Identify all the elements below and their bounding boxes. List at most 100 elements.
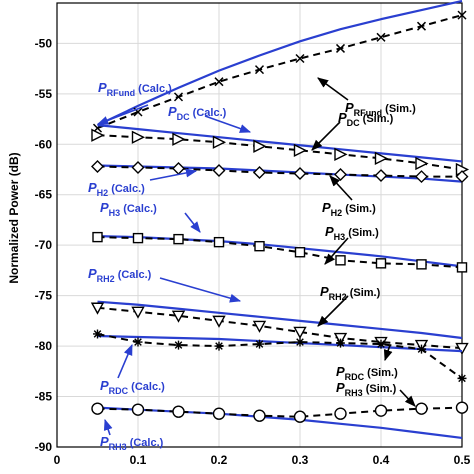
series-6-calc bbox=[97, 235, 463, 268]
label-h2-sim: PH2 (Sim.) bbox=[322, 200, 376, 218]
y-tick-label-1: -85 bbox=[35, 390, 53, 404]
series-13-point-3 bbox=[212, 407, 226, 420]
series-7-point-5 bbox=[294, 247, 306, 258]
y-tick-label-0: -90 bbox=[35, 440, 53, 454]
arrow-rh3-calc bbox=[103, 418, 113, 436]
series-9-point-1 bbox=[131, 306, 145, 319]
series-0-line bbox=[97, 0, 463, 127]
series-layer bbox=[90, 0, 470, 440]
series-5-point-5 bbox=[293, 167, 307, 181]
series-9-point-0 bbox=[90, 302, 105, 315]
series-5-point-8 bbox=[415, 170, 428, 184]
series-11-point-9 bbox=[457, 373, 467, 383]
series-7-point-7 bbox=[375, 258, 387, 269]
series-3-point-6 bbox=[334, 147, 348, 161]
series-1-point-6 bbox=[335, 43, 346, 53]
arrow-h3-calc bbox=[184, 212, 201, 233]
label-rh2-sim: PRH2 (Sim.) bbox=[320, 284, 381, 302]
series-7-point-3 bbox=[213, 236, 225, 248]
series-13-point-1 bbox=[131, 403, 145, 416]
series-1-point-5 bbox=[295, 53, 305, 64]
arrow-h3-sim bbox=[324, 237, 349, 265]
y-tick-label-4: -70 bbox=[35, 238, 53, 252]
series-7-line bbox=[97, 236, 463, 269]
y-tick-label-3: -75 bbox=[35, 289, 53, 303]
x-tick-label-4: 0.4 bbox=[373, 453, 390, 467]
series-7-sim bbox=[92, 231, 468, 273]
series-10-calc bbox=[97, 334, 463, 353]
arrow-dc-sim bbox=[311, 121, 341, 151]
series-9-point-4 bbox=[252, 320, 267, 333]
series-11-point-1 bbox=[133, 337, 143, 347]
series-11-point-0 bbox=[93, 329, 102, 339]
series-1-point-2 bbox=[173, 92, 184, 102]
series-5-point-7 bbox=[374, 169, 388, 183]
series-7-point-9 bbox=[456, 262, 468, 273]
series-3-point-7 bbox=[374, 151, 389, 166]
series-13-sim bbox=[91, 401, 469, 423]
label-rh2-calc: PRH2 (Calc.) bbox=[88, 266, 152, 284]
series-11-point-7 bbox=[376, 339, 386, 349]
series-7-point-6 bbox=[335, 255, 346, 266]
arrow-rfund-calc bbox=[96, 104, 149, 125]
series-7-point-8 bbox=[416, 259, 427, 270]
series-11-point-5 bbox=[295, 337, 305, 347]
arrow-h2-calc bbox=[149, 168, 198, 181]
series-3-point-3 bbox=[212, 135, 227, 149]
series-5-point-1 bbox=[131, 160, 145, 174]
tick-labels: 0 0.1 0.2 0.3 0.4 0.5 -90 -85 -80 -75 -70 -65 -60 -55… bbox=[35, 36, 471, 467]
label-h3-calc: PH3 (Calc.) bbox=[100, 200, 157, 218]
series-10-line bbox=[97, 334, 463, 353]
series-13-point-6 bbox=[334, 407, 347, 420]
label-rdc-calc: PRDC (Calc.) bbox=[100, 378, 165, 396]
y-tick-label-5: -65 bbox=[35, 188, 53, 202]
series-5-point-4 bbox=[253, 166, 266, 180]
series-11-point-6 bbox=[336, 338, 345, 348]
series-8-calc bbox=[97, 300, 463, 340]
series-5-point-6 bbox=[334, 168, 347, 182]
series-13-point-9 bbox=[455, 401, 469, 414]
series-3-sim bbox=[91, 128, 470, 177]
series-3-point-2 bbox=[172, 132, 186, 146]
series-13-line bbox=[97, 406, 463, 418]
series-11-point-8 bbox=[417, 344, 426, 354]
arrow-rh2-calc bbox=[159, 277, 242, 303]
label-rfund-sim: PRFund (Sim.) bbox=[345, 100, 416, 118]
label-h3-sim: PH3 (Sim.) bbox=[325, 224, 379, 242]
series-13-point-4 bbox=[253, 409, 266, 422]
annotation-labels: PRFund (Calc.) PRFund (Sim.) PDC (Calc.) PD… bbox=[88, 80, 416, 452]
series-2-line bbox=[97, 124, 463, 163]
series-1-point-9 bbox=[457, 10, 467, 20]
label-dc-sim: PDC (Sim.) bbox=[338, 110, 394, 128]
series-11-line bbox=[97, 333, 463, 380]
series-1-point-8 bbox=[416, 21, 427, 31]
series-12-line bbox=[97, 406, 463, 440]
series-1-line bbox=[97, 14, 463, 130]
series-6-line bbox=[97, 235, 463, 268]
label-rh3-calc: PRH3 (Calc.) bbox=[100, 434, 164, 452]
y-tick-label-7: -55 bbox=[35, 87, 53, 101]
series-2-calc bbox=[97, 124, 463, 163]
series-5-point-2 bbox=[172, 162, 185, 175]
arrow-h2-sim bbox=[329, 175, 353, 201]
y-tick-label-8: -50 bbox=[35, 36, 53, 50]
series-3-point-4 bbox=[253, 139, 267, 153]
y-tick-label-2: -80 bbox=[35, 339, 53, 353]
y-tick-label-6: -60 bbox=[35, 137, 53, 151]
series-3-point-8 bbox=[415, 156, 429, 171]
series-9-line bbox=[97, 306, 463, 350]
series-5-point-0 bbox=[91, 159, 104, 173]
series-1-sim bbox=[92, 10, 467, 133]
arrow-rdc-calc bbox=[117, 343, 133, 379]
series-11-sim bbox=[93, 329, 467, 383]
series-3-point-1 bbox=[131, 130, 146, 144]
series-5-point-3 bbox=[212, 164, 226, 177]
series-11-point-2 bbox=[174, 340, 183, 350]
series-1-point-7 bbox=[376, 32, 386, 42]
series-7-point-1 bbox=[132, 232, 144, 244]
series-13-point-2 bbox=[172, 405, 185, 418]
series-8-line bbox=[97, 300, 463, 340]
x-tick-label-0: 0 bbox=[54, 453, 61, 467]
arrow-rh2-sim bbox=[317, 295, 349, 327]
